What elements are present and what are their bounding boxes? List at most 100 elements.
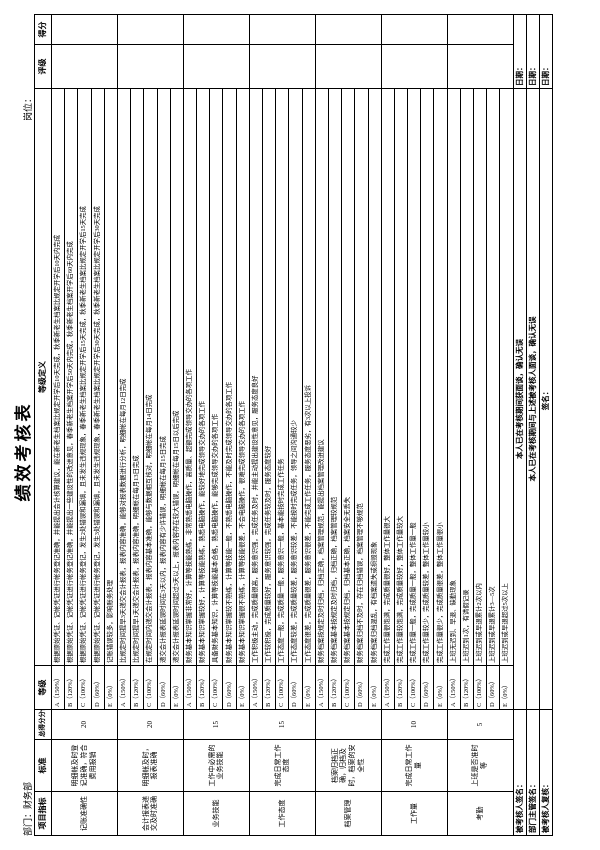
weight: 15: [249, 709, 316, 740]
level-row: 会计报表递交及时准确 明细帐及时，报表准确 20 A（150%） 比规定时间提早3天递交…: [117, 14, 184, 836]
header: 部门：财务部 绩效考核表 岗位：: [8, 14, 34, 836]
score-cell: [117, 14, 184, 45]
definition: 财务档案基本按规定及时归档，归档正确，档案管理较规范: [328, 88, 342, 666]
position: 岗位：: [23, 94, 33, 122]
level-row: 业务技能 工作中必需的业务技能 15 A（150%） 财务基本知识掌握非常好，计算等技能…: [183, 14, 250, 836]
definition: 上班迟到或早退累计3—5次: [486, 88, 500, 666]
grade: A（150%）: [315, 665, 329, 710]
grade: C（100%）: [473, 665, 487, 710]
definition: 财务档案归档不及时，存在归档错误，档案管理不够规范: [354, 88, 368, 666]
score-cell: [315, 14, 382, 45]
standard: 上班是否准时等: [447, 739, 514, 792]
grade: E（0%）: [104, 665, 118, 710]
definition: 上班迟到或早退累计2次以内: [473, 88, 487, 666]
standard: 完成日常工作量: [381, 739, 448, 792]
col-score: 得分: [34, 14, 52, 45]
level-row: 工作态度 完成日常工作态度 15 A（150%） 工作积极主动，完成质量很高，服务意识强…: [249, 14, 316, 836]
header-row: 项目指标 标准 总得分分值 等级 等级定义 评级 得分: [34, 14, 52, 836]
grade: C（100%）: [341, 665, 355, 710]
grade: D（60%）: [222, 665, 237, 710]
grade: E（0%）: [433, 665, 448, 710]
footer-row: 被考核人签名： 本人已在考核期间获面谈，确认无误 日期：: [513, 14, 527, 836]
definition: 具备财务基本知识，计算等技能基本合格，熟悉电脑操作，能够完成领导交办的各项工作: [209, 88, 223, 666]
definition: 根据原始凭证、记帐凭证进行帐务登记，发生2处错误和漏填，且未发生违规现象，春季新…: [77, 88, 92, 666]
definition: 完成工作量较饱满，完成质量较好，整体工作量较大: [394, 88, 408, 666]
col-standard: 标准: [34, 739, 52, 792]
score-cell: [447, 14, 514, 45]
weight: [315, 709, 382, 740]
level-row: 记账准确性 明细帐及时登记准确，符合费用报销 20 A（150%） 根据原始凭证、记帐凭…: [51, 14, 118, 836]
grade: A（150%）: [183, 665, 197, 710]
grade: A（150%）: [117, 665, 131, 710]
sign-note: 本人已在考核期间获面谈，确认无误: [513, 88, 527, 710]
title: 绩效考核表: [14, 401, 33, 502]
item: 工作量: [381, 791, 448, 836]
grade: E（0%）: [170, 665, 184, 710]
definition: 工作态度很差，完成质量很差，服务意识很差，不能完成工作任务，服务态度恶劣，有3次…: [302, 88, 316, 666]
sign-note: 本人已在考核期间与上述被考核人面谈，确认无误: [526, 88, 540, 710]
weight: 5: [447, 709, 514, 740]
rating-cell: [117, 44, 184, 89]
sign-note: 签名：: [539, 88, 553, 710]
item: 会计报表递交及时准确: [117, 791, 184, 836]
department: 部门：财务部: [23, 781, 33, 836]
definition: 根据原始凭证、记帐凭证进行帐务登记，发生3处错误和漏填，且未发生违规现象，春季新…: [91, 88, 105, 666]
grade: C（100%）: [143, 665, 157, 710]
level-row: 档案管理 档案归档正确，归档及时，档案的安全性 A（150%） 财务档案按规定及时归档…: [315, 14, 382, 836]
col-definition: 等级定义: [34, 88, 52, 666]
grade: B（120%）: [130, 665, 144, 710]
score-cell: [51, 14, 118, 45]
grade: C（100%）: [407, 665, 421, 710]
grade: A（150%）: [381, 665, 395, 710]
grade: B（120%）: [460, 665, 474, 710]
grade: D（60%）: [420, 665, 434, 710]
grade: B（120%）: [262, 665, 276, 710]
rating-cell: [381, 44, 448, 89]
definition: 上班迟到1次，有请假记录: [460, 88, 474, 666]
score-cell: [183, 14, 250, 45]
definition: 记账错误较多，影响账务处理: [104, 88, 118, 666]
item: 业务技能: [183, 791, 250, 836]
definition: 财务档案按规定及时归档，归档正确，档案管理规范，能提出档案管理改进建议: [315, 88, 329, 666]
standard: 明细帐及时，报表准确: [117, 739, 184, 792]
col-weight: 总得分分值: [34, 709, 52, 740]
evaluation-table: 项目指标 标准 总得分分值 等级 等级定义 评级 得分 记账准确性 明细帐及时登记…: [34, 14, 553, 836]
item: 考勤: [447, 791, 514, 836]
standard: 完成日常工作态度: [249, 739, 316, 792]
sign-label: 部门主管签名：: [526, 709, 540, 836]
weight: 20: [117, 709, 184, 740]
grade: A（150%）: [51, 665, 65, 710]
weight: 20: [51, 709, 118, 740]
grade: D（60%）: [354, 665, 368, 710]
definition: 递交会计报表延误时间在3天以内，报表内容有少许错误，明细帐在每月15日完成: [157, 88, 171, 666]
definition: 在规定时间内递交会计报表，报表内容基本准确，能够与数据相互核对，明细帐在每月14…: [143, 88, 157, 666]
definition: 完成工作量一般，完成质量一般，整体工作量一般: [407, 88, 421, 666]
item: 档案管理: [315, 791, 382, 836]
definition: 工作积极主动，完成质量很高，服务意识强，完成任务及时，并能主动提出建设性意见，服…: [249, 88, 263, 666]
sign-date: 日期：: [513, 14, 527, 89]
sign-label: 被考核人签名：: [513, 709, 527, 836]
grade: E（0%）: [368, 665, 382, 710]
definition: 比规定时间提早3天递交会计报表，报表内容准确，能够对报表数据进行分析，明细帐在每…: [117, 88, 131, 666]
sign-date: 日期：: [539, 14, 553, 89]
rating-cell: [183, 44, 250, 89]
grade: E（0%）: [302, 665, 316, 710]
definition: 比规定时间提早1天递交会计报表，报表内容准确，明细帐在每月13日完成: [130, 88, 144, 666]
standard: 工作中必需的业务技能: [183, 739, 250, 792]
grade: B（120%）: [394, 665, 408, 710]
grade: A（150%）: [249, 665, 263, 710]
sign-label: 被考核人复核：: [539, 709, 553, 836]
weight: 10: [381, 709, 448, 740]
col-item: 项目指标: [34, 791, 52, 836]
definition: 财务基本知识掌握很不熟练，计算等技能很差，不会电脑操作，很难完成领导交办的各项工…: [236, 88, 250, 666]
score-cell: [381, 14, 448, 45]
grade: B（120%）: [64, 665, 78, 710]
grade: D（60%）: [288, 665, 303, 710]
grade: E（0%）: [236, 665, 250, 710]
definition: 完成工作量较少，完成质量较差，整体工作量较小: [420, 88, 434, 666]
definition: 上班迟到或早退超过5次以上: [499, 88, 514, 666]
definition: 根据原始凭证、记帐凭证进行帐务登记准确，并能提出一些建设性的改进意见，春季新老生…: [64, 88, 78, 666]
definition: 完成工作量很饱满，完成质量很好，整体工作量很大: [381, 88, 395, 666]
item: 记账准确性: [51, 791, 118, 836]
